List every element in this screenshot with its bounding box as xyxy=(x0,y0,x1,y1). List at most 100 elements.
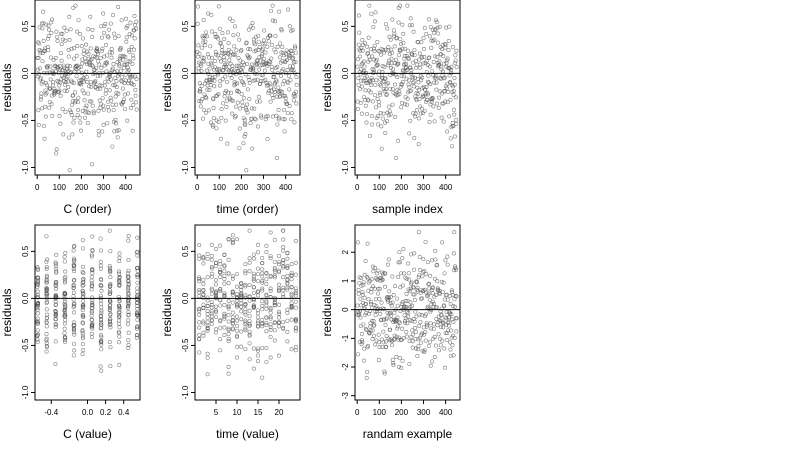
data-point xyxy=(448,347,453,352)
data-point xyxy=(412,319,417,324)
data-point xyxy=(272,266,277,271)
data-point xyxy=(452,82,457,87)
data-point xyxy=(435,25,440,30)
data-point xyxy=(74,53,79,58)
data-point xyxy=(50,17,55,22)
data-point xyxy=(294,101,299,106)
data-point xyxy=(62,321,67,326)
data-point xyxy=(418,111,423,116)
data-point xyxy=(241,141,246,146)
y-tick-label: 0.5 xyxy=(181,245,190,257)
data-point xyxy=(81,289,86,294)
data-point xyxy=(231,52,236,57)
data-point xyxy=(429,258,434,263)
data-point xyxy=(81,277,86,282)
data-point xyxy=(128,74,133,79)
data-point xyxy=(407,362,412,367)
data-point xyxy=(205,251,210,256)
data-point xyxy=(436,95,441,100)
data-point xyxy=(131,82,136,87)
data-point xyxy=(452,134,457,139)
data-point xyxy=(56,90,61,95)
data-point xyxy=(281,258,286,263)
y-tick-label: 0 xyxy=(341,307,350,312)
data-point xyxy=(438,64,443,69)
data-point xyxy=(209,265,214,270)
data-point xyxy=(293,326,298,331)
data-point xyxy=(372,286,377,291)
data-point xyxy=(293,299,298,304)
data-point xyxy=(48,77,53,82)
data-point xyxy=(432,322,437,327)
data-point xyxy=(196,43,201,48)
data-point xyxy=(381,329,386,334)
data-point xyxy=(273,50,278,55)
data-point xyxy=(201,287,206,292)
data-point xyxy=(255,293,260,298)
data-point xyxy=(281,67,286,72)
data-point xyxy=(379,300,384,305)
data-point xyxy=(98,301,103,306)
data-point xyxy=(370,54,375,59)
data-point xyxy=(261,56,266,61)
data-point xyxy=(49,102,54,107)
x-tick-label: 100 xyxy=(373,183,387,192)
x-axis-label: time (value) xyxy=(216,427,279,441)
data-point xyxy=(210,75,215,80)
data-point xyxy=(398,42,403,47)
data-point xyxy=(109,98,114,103)
data-point xyxy=(240,103,245,108)
data-point xyxy=(82,115,87,120)
data-point xyxy=(400,358,405,363)
data-point xyxy=(213,50,218,55)
data-point xyxy=(435,262,440,267)
data-point xyxy=(364,70,369,75)
data-point xyxy=(286,80,291,85)
data-point xyxy=(431,285,436,290)
data-point xyxy=(358,67,363,72)
data-point xyxy=(44,266,49,271)
data-point xyxy=(358,296,363,301)
data-point xyxy=(214,264,219,269)
data-point xyxy=(222,313,227,318)
data-point xyxy=(369,114,374,119)
data-point xyxy=(135,293,140,298)
data-point xyxy=(269,64,274,69)
data-point xyxy=(239,47,244,52)
data-point xyxy=(78,32,83,37)
data-point xyxy=(201,40,206,45)
data-point xyxy=(376,306,381,311)
data-point xyxy=(103,91,108,96)
data-point xyxy=(205,87,210,92)
data-point xyxy=(366,98,371,103)
data-point xyxy=(235,271,240,276)
data-point xyxy=(63,278,68,283)
data-point xyxy=(355,303,360,308)
data-point xyxy=(363,312,368,317)
data-point xyxy=(197,308,202,313)
data-point xyxy=(355,106,360,111)
data-point xyxy=(356,57,361,62)
data-point xyxy=(54,269,59,274)
y-tick-label: -1 xyxy=(341,334,350,342)
data-point xyxy=(44,81,49,86)
data-point xyxy=(201,255,206,260)
data-point xyxy=(66,54,71,59)
data-point xyxy=(395,326,400,331)
data-point xyxy=(76,65,81,70)
data-point xyxy=(433,18,438,23)
data-point xyxy=(45,299,50,304)
data-point xyxy=(109,50,114,55)
data-point xyxy=(359,62,364,67)
data-point xyxy=(373,59,378,64)
data-point xyxy=(398,84,403,89)
data-point xyxy=(414,346,419,351)
data-point xyxy=(417,65,422,70)
data-point xyxy=(368,302,373,307)
data-point xyxy=(126,322,131,327)
data-point xyxy=(375,277,380,282)
data-point xyxy=(214,289,219,294)
data-point xyxy=(293,286,298,291)
data-point xyxy=(454,267,459,272)
data-point xyxy=(243,72,248,77)
